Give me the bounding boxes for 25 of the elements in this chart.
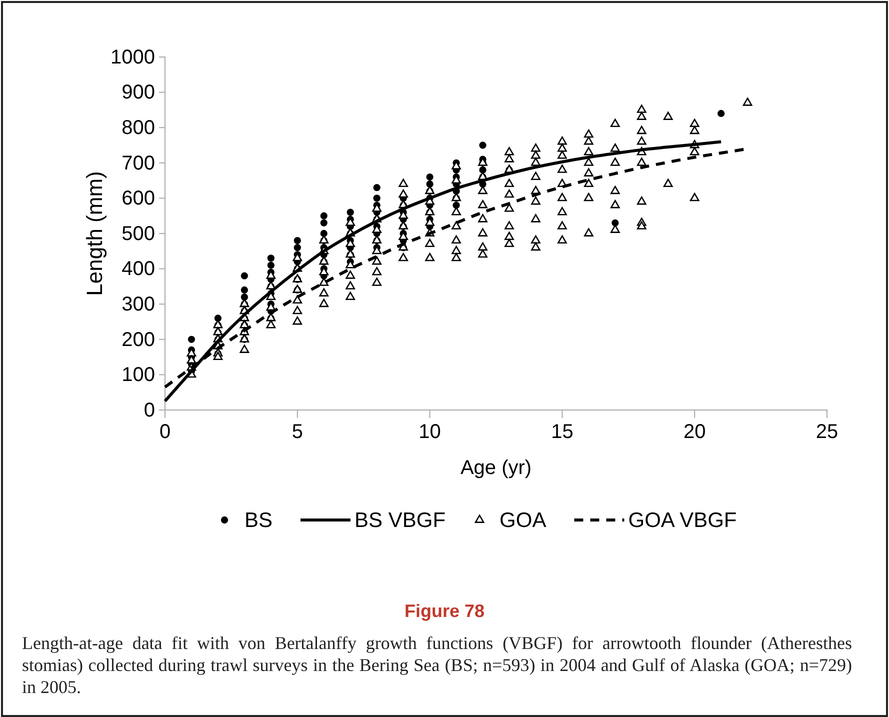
x-tick-label: 5 xyxy=(292,421,303,444)
x-tick-label: 10 xyxy=(418,421,441,444)
text: Figure 78 xyxy=(404,601,485,621)
y-tick-label: 700 xyxy=(122,152,155,174)
y-axis-title: Length (mm) xyxy=(82,171,107,296)
legend-label: BS xyxy=(244,509,273,532)
y-tick-label: 300 xyxy=(122,294,155,316)
y-tick-label: 600 xyxy=(122,188,155,210)
legend-label: GOA xyxy=(500,509,546,532)
legend-label: GOA VBGF xyxy=(628,509,737,532)
x-tick-label: 0 xyxy=(159,421,171,444)
y-tick-label: 1000 xyxy=(110,46,155,68)
y-tick-label: 500 xyxy=(122,222,155,245)
x-tick-label: 20 xyxy=(683,421,706,444)
y-tick-label: 0 xyxy=(144,399,155,422)
text: Length-at-age data fit with von Bertalanffy growth functions (VBGF) for arrowtooth flounder (Atheresthes stomias) collected during trawl surveys in the Bering Sea (BS; n=593) in 2004 and Gulf of Alaska (GOA; n=729) in 2005. xyxy=(22,632,852,698)
y-tick-label: 800 xyxy=(122,117,155,139)
x-tick-label: 15 xyxy=(551,421,574,444)
y-tick-label: 100 xyxy=(122,364,155,386)
y-tick-label: 200 xyxy=(122,328,155,351)
x-axis-title: Age (yr) xyxy=(460,457,532,479)
x-tick-label: 25 xyxy=(816,421,838,444)
legend-label: BS VBGF xyxy=(354,509,446,532)
y-tick-label: 400 xyxy=(122,258,155,280)
y-tick-label: 900 xyxy=(122,82,155,104)
